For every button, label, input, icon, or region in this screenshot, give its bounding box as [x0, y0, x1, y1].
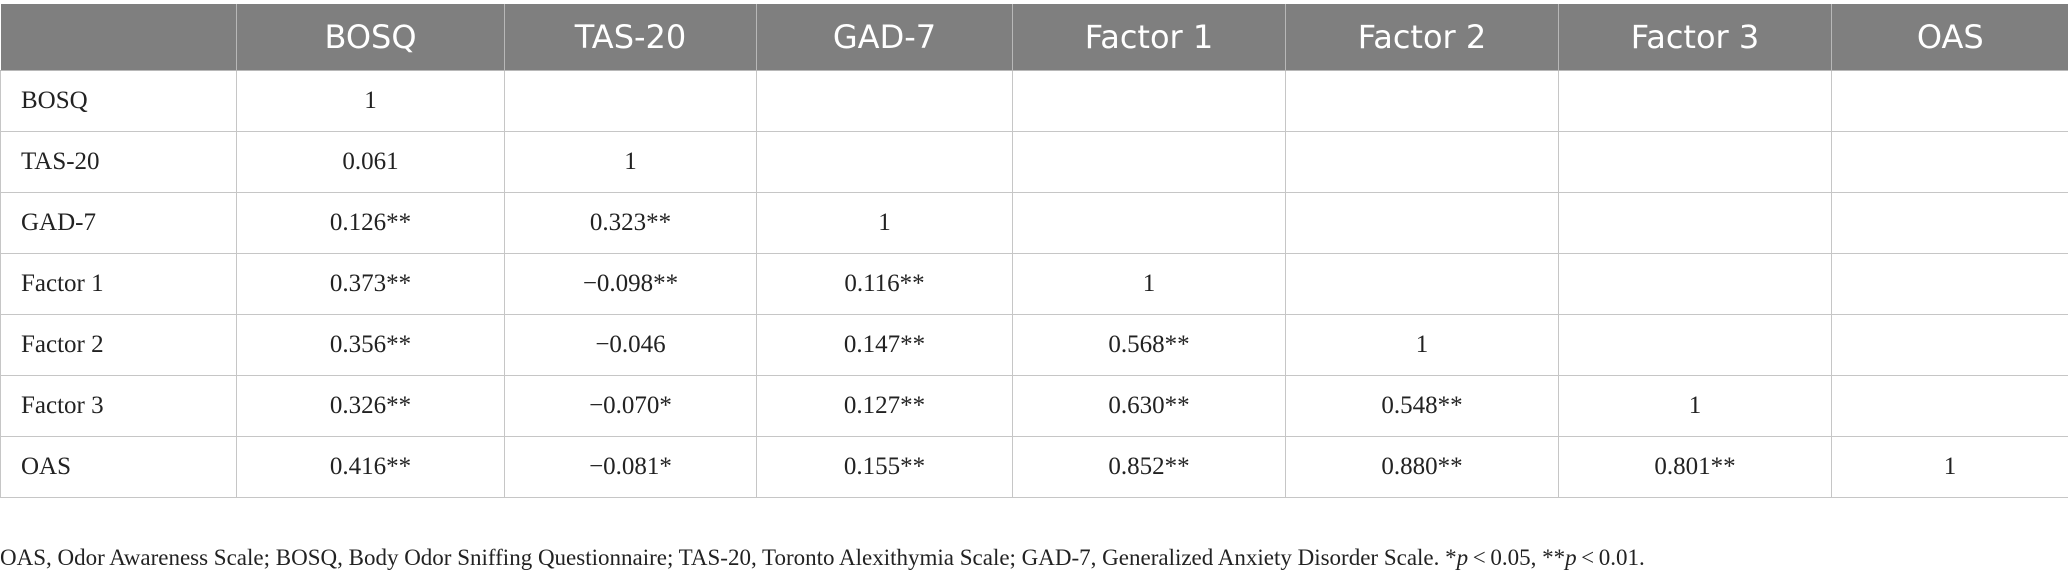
- table-cell: 0.127**: [756, 375, 1013, 437]
- table-cell: [1831, 131, 2068, 193]
- table-cell: 0.548**: [1285, 375, 1559, 437]
- table-cell: [1558, 253, 1832, 315]
- table-cell: 0.630**: [1012, 375, 1286, 437]
- table-cell: 0.147**: [756, 314, 1013, 376]
- footnote-text: OAS, Odor Awareness Scale; BOSQ, Body Od…: [0, 545, 1457, 570]
- table-cell: [1012, 70, 1286, 132]
- footnote-threshold-2: < 0.01.: [1576, 545, 1645, 570]
- table-row: BOSQ 1: [0, 70, 2068, 132]
- table-cell: [1831, 192, 2068, 254]
- table-cell: [504, 70, 757, 132]
- table-cell: [756, 131, 1013, 193]
- footnote-p-symbol: p: [1565, 545, 1577, 570]
- row-label: GAD-7: [0, 192, 237, 254]
- table-row: OAS 0.416** −0.081* 0.155** 0.852** 0.88…: [0, 436, 2068, 498]
- row-label: BOSQ: [0, 70, 237, 132]
- table-cell: 0.852**: [1012, 436, 1286, 498]
- table-cell: 1: [1558, 375, 1832, 437]
- table-cell: [1831, 375, 2068, 437]
- header-cell-oas: OAS: [1831, 4, 2068, 71]
- header-cell-factor3: Factor 3: [1558, 4, 1832, 71]
- table-cell: 0.155**: [756, 436, 1013, 498]
- table-row: Factor 1 0.373** −0.098** 0.116** 1: [0, 253, 2068, 315]
- header-cell-gad7: GAD-7: [756, 4, 1013, 71]
- row-label: OAS: [0, 436, 237, 498]
- table-cell: [1012, 192, 1286, 254]
- header-cell-factor2: Factor 2: [1285, 4, 1559, 71]
- table-cell: [1285, 192, 1559, 254]
- table-cell: 0.061: [236, 131, 505, 193]
- table-cell: 0.326**: [236, 375, 505, 437]
- table-cell: 0.116**: [756, 253, 1013, 315]
- row-label: Factor 2: [0, 314, 237, 376]
- table-row: GAD-7 0.126** 0.323** 1: [0, 192, 2068, 254]
- header-row: BOSQ TAS-20 GAD-7 Factor 1 Factor 2 Fact…: [0, 4, 2068, 71]
- table-cell: [1831, 70, 2068, 132]
- correlation-table: BOSQ TAS-20 GAD-7 Factor 1 Factor 2 Fact…: [0, 4, 2068, 498]
- table-cell: −0.070*: [504, 375, 757, 437]
- table-cell: 0.416**: [236, 436, 505, 498]
- header-cell-factor1: Factor 1: [1012, 4, 1286, 71]
- table-body: BOSQ 1 TAS-20 0.061 1 GAD-7: [0, 70, 2068, 498]
- table-cell: 1: [236, 70, 505, 132]
- table-row: TAS-20 0.061 1: [0, 131, 2068, 193]
- table-cell: 0.373**: [236, 253, 505, 315]
- table-cell: [1285, 131, 1559, 193]
- table-cell: [756, 70, 1013, 132]
- table-cell: −0.046: [504, 314, 757, 376]
- table-cell: [1558, 192, 1832, 254]
- table-cell: [1285, 70, 1559, 132]
- table-cell: 0.801**: [1558, 436, 1832, 498]
- table-cell: 0.568**: [1012, 314, 1286, 376]
- footnote-threshold-1: < 0.05, **: [1468, 545, 1566, 570]
- table-cell: 1: [504, 131, 757, 193]
- row-label: Factor 3: [0, 375, 237, 437]
- table-cell: 0.356**: [236, 314, 505, 376]
- row-label: Factor 1: [0, 253, 237, 315]
- correlation-table-container: BOSQ TAS-20 GAD-7 Factor 1 Factor 2 Fact…: [0, 4, 2068, 498]
- header-cell-corner: [0, 4, 237, 71]
- table-row: Factor 3 0.326** −0.070* 0.127** 0.630**…: [0, 375, 2068, 437]
- header-cell-tas20: TAS-20: [504, 4, 757, 71]
- table-cell: [1012, 131, 1286, 193]
- table-cell: 1: [1285, 314, 1559, 376]
- table-cell: 1: [756, 192, 1013, 254]
- table-cell: 0.323**: [504, 192, 757, 254]
- table-cell: 0.880**: [1285, 436, 1559, 498]
- row-label: TAS-20: [0, 131, 237, 193]
- table-footnote: OAS, Odor Awareness Scale; BOSQ, Body Od…: [0, 545, 2068, 571]
- table-cell: 0.126**: [236, 192, 505, 254]
- table-cell: −0.081*: [504, 436, 757, 498]
- table-row: Factor 2 0.356** −0.046 0.147** 0.568** …: [0, 314, 2068, 376]
- footnote-p-symbol: p: [1456, 545, 1469, 570]
- table-cell: [1285, 253, 1559, 315]
- table-cell: [1558, 314, 1832, 376]
- table-cell: −0.098**: [504, 253, 757, 315]
- table-cell: [1831, 253, 2068, 315]
- header-cell-bosq: BOSQ: [236, 4, 505, 71]
- table-header: BOSQ TAS-20 GAD-7 Factor 1 Factor 2 Fact…: [0, 4, 2068, 71]
- table-cell: 1: [1012, 253, 1286, 315]
- table-cell: [1558, 70, 1832, 132]
- table-cell: 1: [1831, 436, 2068, 498]
- table-cell: [1831, 314, 2068, 376]
- table-cell: [1558, 131, 1832, 193]
